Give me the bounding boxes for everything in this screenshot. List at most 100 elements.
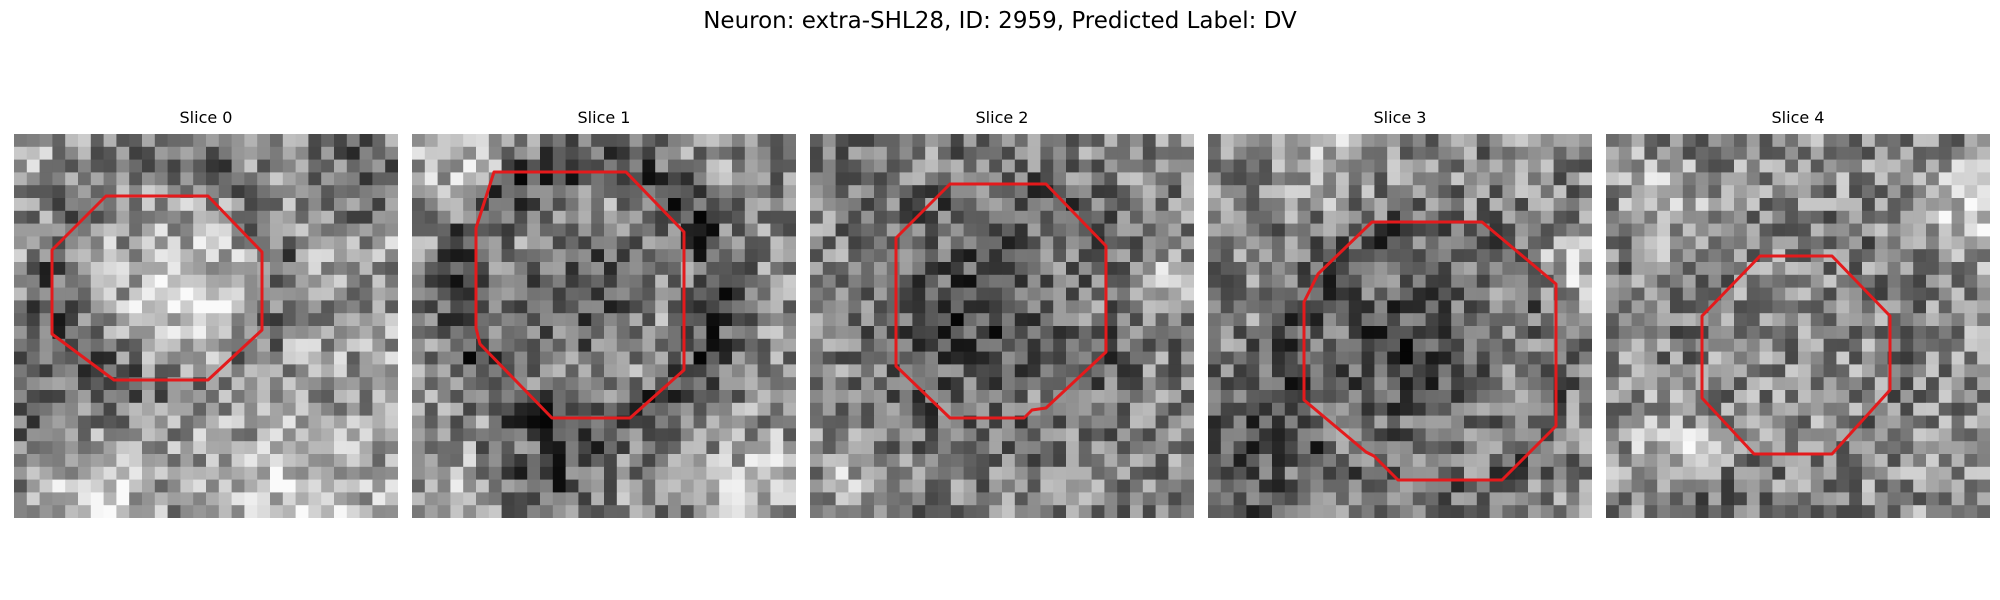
image-pixel [1014,198,1028,212]
image-pixel [295,505,309,518]
image-pixel [1836,454,1850,468]
image-pixel [1361,313,1375,327]
image-pixel [65,377,79,391]
image-pixel [1233,313,1247,327]
image-pixel [1053,134,1067,148]
image-pixel [295,287,309,301]
image-pixel [1708,223,1722,237]
image-pixel [1489,492,1503,506]
image-pixel [1259,479,1273,493]
image-pixel [1977,479,1990,493]
image-pixel [295,351,309,365]
image-pixel [1682,287,1696,301]
image-pixel [757,402,771,416]
image-pixel [527,146,541,160]
image-pixel [1964,223,1978,237]
image-pixel [1734,428,1748,442]
image-pixel [1066,262,1080,276]
image-pixel [1977,172,1990,186]
image-pixel [1657,274,1671,288]
image-pixel [861,390,875,404]
image-pixel [1336,351,1350,365]
image-pixel [1798,505,1812,518]
image-pixel [1657,198,1671,212]
image-pixel [385,287,398,301]
image-pixel [1579,223,1592,237]
image-pixel [1566,338,1580,352]
image-pixel [450,364,464,378]
image-pixel [1579,479,1592,493]
image-pixel [372,159,386,173]
image-pixel [1155,287,1169,301]
image-pixel [591,210,605,224]
image-pixel [1566,492,1580,506]
image-pixel [810,428,824,442]
image-pixel [206,172,220,186]
image-pixel [1606,492,1620,506]
image-pixel [359,300,373,314]
image-pixel [706,300,720,314]
image-pixel [1798,146,1812,160]
image-pixel [1606,146,1620,160]
image-pixel [424,415,438,429]
image-pixel [1874,492,1888,506]
image-pixel [1862,172,1876,186]
image-pixel [1233,198,1247,212]
image-pixel [206,210,220,224]
image-pixel [1528,198,1542,212]
slice-image [1208,134,1592,518]
image-pixel [1606,351,1620,365]
image-pixel [1874,146,1888,160]
image-pixel [1259,492,1273,506]
image-pixel [1040,146,1054,160]
image-pixel [680,466,694,480]
image-pixel [1657,415,1671,429]
image-pixel [1476,364,1490,378]
image-pixel [154,300,168,314]
image-pixel [270,351,284,365]
image-pixel [1849,441,1863,455]
image-pixel [372,262,386,276]
image-pixel [1142,146,1156,160]
image-pixel [346,287,360,301]
image-pixel [976,390,990,404]
image-pixel [616,134,630,148]
image-pixel [719,505,733,518]
image-pixel [1155,505,1169,518]
image-pixel [321,441,335,455]
image-pixel [450,287,464,301]
image-pixel [412,249,426,263]
image-pixel [1027,364,1041,378]
image-pixel [244,198,258,212]
image-pixel [1438,466,1452,480]
image-pixel [1721,441,1735,455]
image-pixel [1515,415,1529,429]
image-pixel [270,134,284,148]
image-pixel [1926,466,1940,480]
image-pixel [1823,390,1837,404]
image-pixel [565,390,579,404]
image-pixel [129,210,143,224]
image-pixel [295,479,309,493]
image-pixel [154,146,168,160]
image-pixel [385,454,398,468]
image-pixel [1220,198,1234,212]
image-pixel [1297,236,1311,250]
image-pixel [1091,185,1105,199]
image-pixel [822,402,836,416]
image-pixel [1553,428,1567,442]
image-pixel [257,300,271,314]
image-pixel [976,287,990,301]
image-pixel [1040,441,1054,455]
image-pixel [412,300,426,314]
image-pixel [359,185,373,199]
image-pixel [206,415,220,429]
image-pixel [1336,402,1350,416]
image-pixel [116,326,130,340]
image-pixel [1438,351,1452,365]
image-pixel [810,236,824,250]
image-pixel [1066,274,1080,288]
image-pixel [334,402,348,416]
image-pixel [1631,262,1645,276]
image-pixel [116,428,130,442]
